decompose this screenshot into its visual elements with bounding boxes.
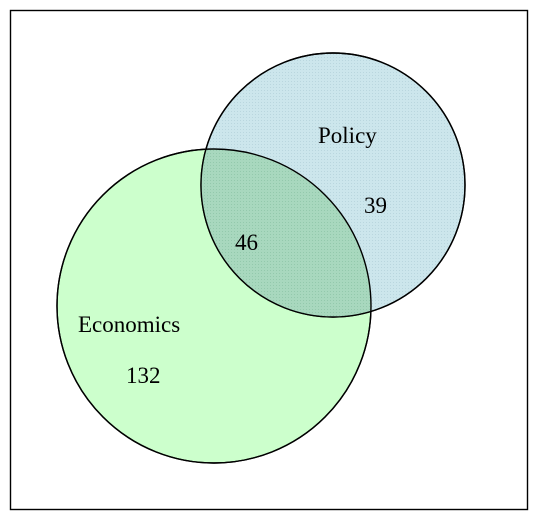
intersection-count: 46 [235, 230, 258, 255]
diagram-frame [9, 9, 529, 511]
economics-outline [56, 148, 372, 464]
economics-only-count: 132 [126, 363, 161, 388]
economics-label: Economics [78, 312, 180, 337]
policy-label: Policy [318, 123, 377, 148]
policy-only-count: 39 [364, 193, 387, 218]
policy-outline [200, 52, 466, 318]
